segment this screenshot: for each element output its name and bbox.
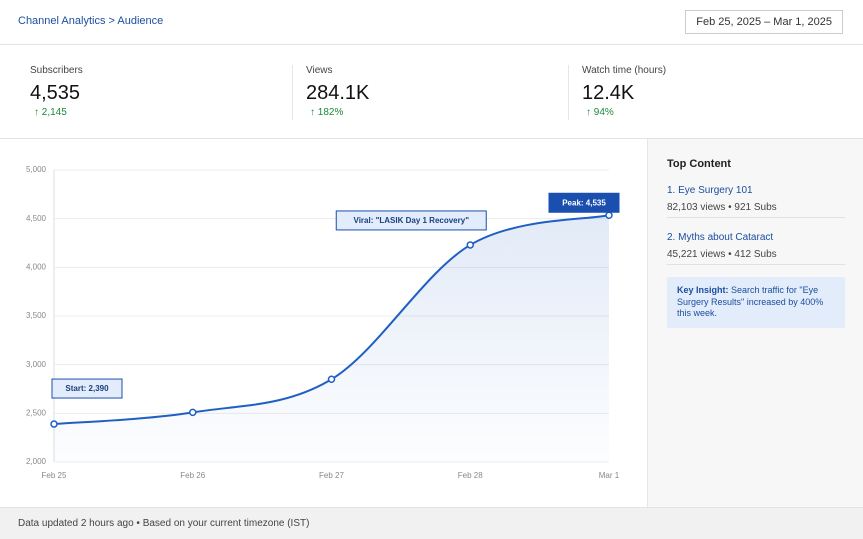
line xyxy=(53,214,610,426)
y-tick-label: 3,500 xyxy=(26,311,47,320)
point xyxy=(327,375,336,384)
stat: Views 284.1K ↑ 182% xyxy=(306,65,566,118)
footer: Data updated 2 hours ago • Based on your… xyxy=(0,507,863,539)
stat: Subscribers 4,535 ↑ 2,145 xyxy=(30,65,290,118)
stat-label: Subscribers xyxy=(30,65,83,76)
breadcrumb[interactable]: Channel Analytics > Audience xyxy=(18,15,164,27)
stat-value: 4,535 xyxy=(30,82,81,104)
insight-box: Key Insight: Search traffic for "Eye Sur… xyxy=(667,277,845,329)
content-link[interactable]: 1. Eye Surgery 101 xyxy=(667,185,753,196)
stat-change: ↑ 94% xyxy=(586,107,614,118)
annotation-box xyxy=(335,210,487,231)
header: Channel Analytics > Audience Feb 25, 202… xyxy=(0,0,863,45)
annotation: Viral: "LASIK Day 1 Recovery" xyxy=(354,216,470,225)
x-tick-label: Mar 1 xyxy=(599,471,620,480)
x-tick-label: Feb 26 xyxy=(180,471,205,480)
y-tick-label: 4,500 xyxy=(26,214,47,223)
stat-value: 284.1K xyxy=(306,82,370,104)
stat-change: ↑ 2,145 xyxy=(34,107,67,118)
annotation: Peak: 4,535 xyxy=(562,198,606,207)
area xyxy=(54,215,609,462)
stat: Watch time (hours) 12.4K ↑ 94% xyxy=(582,65,842,118)
annotation-box xyxy=(51,378,123,399)
stat-label: Views xyxy=(306,65,333,76)
stat-change: ↑ 182% xyxy=(310,107,344,118)
stat-value: 12.4K xyxy=(582,82,635,104)
content-item: 2. Myths about Cataract 45,221 views • 4… xyxy=(667,232,845,260)
footer-text: Data updated 2 hours ago • Based on your… xyxy=(18,518,310,529)
point xyxy=(605,211,613,220)
sidebar-title: Top Content xyxy=(667,158,731,170)
annotation-box xyxy=(548,192,620,213)
y-tick-label: 2,500 xyxy=(26,408,47,417)
insight-text: Search traffic for "Eye Surgery Results"… xyxy=(677,285,824,319)
sidebar: Top Content 1. Eye Surgery 101 82,103 vi… xyxy=(647,139,863,507)
divider xyxy=(667,264,845,265)
point xyxy=(50,420,58,428)
y-tick-label: 4,000 xyxy=(26,262,47,271)
insight-label: Key Insight: xyxy=(677,285,729,295)
stat-label: Watch time (hours) xyxy=(582,65,667,76)
y-tick-label: 2,000 xyxy=(26,457,47,466)
annotation: Start: 2,390 xyxy=(65,384,109,393)
separator xyxy=(568,65,569,120)
y-tick-label: 3,000 xyxy=(26,360,47,369)
date-range[interactable]: Feb 25, 2025 – Mar 1, 2025 xyxy=(685,10,843,34)
point xyxy=(466,241,474,249)
separator xyxy=(292,65,293,120)
x-tick-label: Feb 25 xyxy=(42,471,67,480)
x-tick-label: Feb 28 xyxy=(458,471,483,480)
stats-row: Subscribers 4,535 ↑ 2,145 Views 284.1K ↑… xyxy=(0,45,863,139)
content-link[interactable]: 2. Myths about Cataract xyxy=(667,232,774,243)
chart: 2,000 2,500 3,000 3,500 4,000 4,500 5,000 Feb 2… xyxy=(26,165,620,480)
content-meta: 45,221 views • 412 Subs xyxy=(667,249,777,260)
content-item: 1. Eye Surgery 101 82,103 views • 921 Su… xyxy=(667,185,845,213)
y-tick-label: 5,000 xyxy=(26,165,47,174)
point xyxy=(189,408,197,417)
x-tick-label: Feb 27 xyxy=(319,471,344,480)
content-meta: 82,103 views • 921 Subs xyxy=(667,202,777,213)
divider xyxy=(667,217,845,218)
